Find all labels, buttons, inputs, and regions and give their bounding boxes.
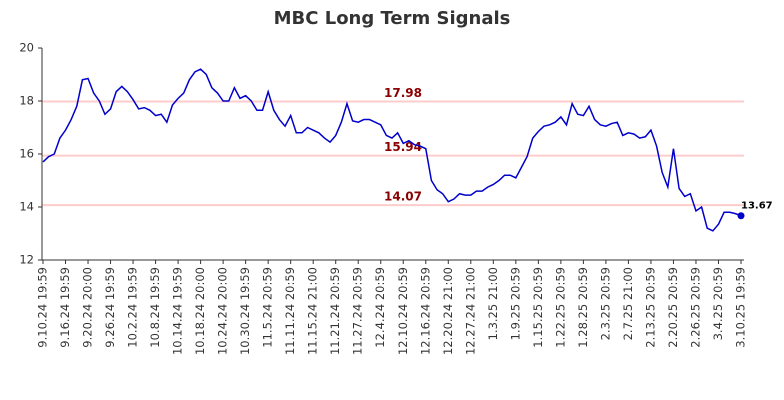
y-tick-label: 16 — [19, 147, 34, 161]
x-tick-label: 2.13.25 20:59 — [643, 267, 657, 348]
x-tick-label: 10.18.24 20:00 — [193, 267, 207, 355]
x-tick-label: 10.8.24 19:59 — [148, 267, 162, 348]
chart-title: MBC Long Term Signals — [274, 8, 511, 29]
x-tick-label: 10.24.24 20:00 — [216, 267, 230, 355]
y-tick-label: 14 — [19, 200, 34, 214]
last-value-label: 13.67 — [741, 201, 773, 212]
x-tick-label: 1.15.25 20:59 — [531, 267, 545, 348]
x-tick-label: 1.9.25 20:59 — [508, 267, 522, 340]
x-tick-label: 12.27.24 21:00 — [463, 267, 477, 355]
x-tick-label: 11.21.24 20:59 — [328, 267, 342, 355]
x-tick-label: 12.10.24 20:59 — [396, 267, 410, 355]
y-tick-label: 18 — [19, 94, 34, 108]
x-tick-label: 12.4.24 20:59 — [373, 267, 387, 348]
x-tick-label: 11.27.24 20:59 — [351, 267, 365, 355]
line — [42, 68, 742, 232]
x-tick-label: 11.5.24 20:59 — [261, 267, 275, 348]
x-tick-label: 2.7.25 21:00 — [621, 267, 635, 340]
x-tick-label: 9.20.24 20:00 — [81, 267, 95, 348]
x-tick-label: 10.14.24 19:59 — [171, 267, 185, 355]
x-tick-label: 12.20.24 21:00 — [441, 267, 455, 355]
x-tick-label: 2.3.25 20:59 — [598, 267, 612, 340]
y-tick-label: 12 — [19, 253, 34, 267]
x-tick-label: 2.20.25 20:59 — [666, 267, 680, 348]
x-tick-label: 10.2.24 19:59 — [126, 267, 140, 348]
x-tick-label: 9.10.24 19:59 — [36, 267, 50, 348]
y-tick-label: 20 — [19, 41, 34, 55]
x-tick-label: 9.16.24 19:59 — [58, 267, 72, 348]
x-tick-label: 1.28.25 20:59 — [576, 267, 590, 348]
x-tick-label: 1.3.25 21:00 — [486, 267, 500, 340]
reference-label: 17.98 — [384, 86, 422, 100]
x-tick-label: 10.30.24 19:59 — [238, 267, 252, 355]
x-tick-label: 12.16.24 20:59 — [418, 267, 432, 355]
x-tick-label: 3.4.25 20:59 — [711, 267, 725, 340]
x-tick-label: 1.22.25 20:59 — [553, 267, 567, 348]
reference-label: 14.07 — [384, 190, 422, 204]
x-tick-label: 2.26.25 20:59 — [688, 267, 702, 348]
x-tick-label: 11.11.24 20:59 — [283, 267, 297, 355]
x-tick-label: 3.10.25 19:59 — [734, 267, 748, 348]
x-tick-label: 9.26.24 19:59 — [103, 267, 117, 348]
x-tick-label: 11.15.24 21:00 — [306, 267, 320, 355]
last-point — [737, 212, 745, 220]
